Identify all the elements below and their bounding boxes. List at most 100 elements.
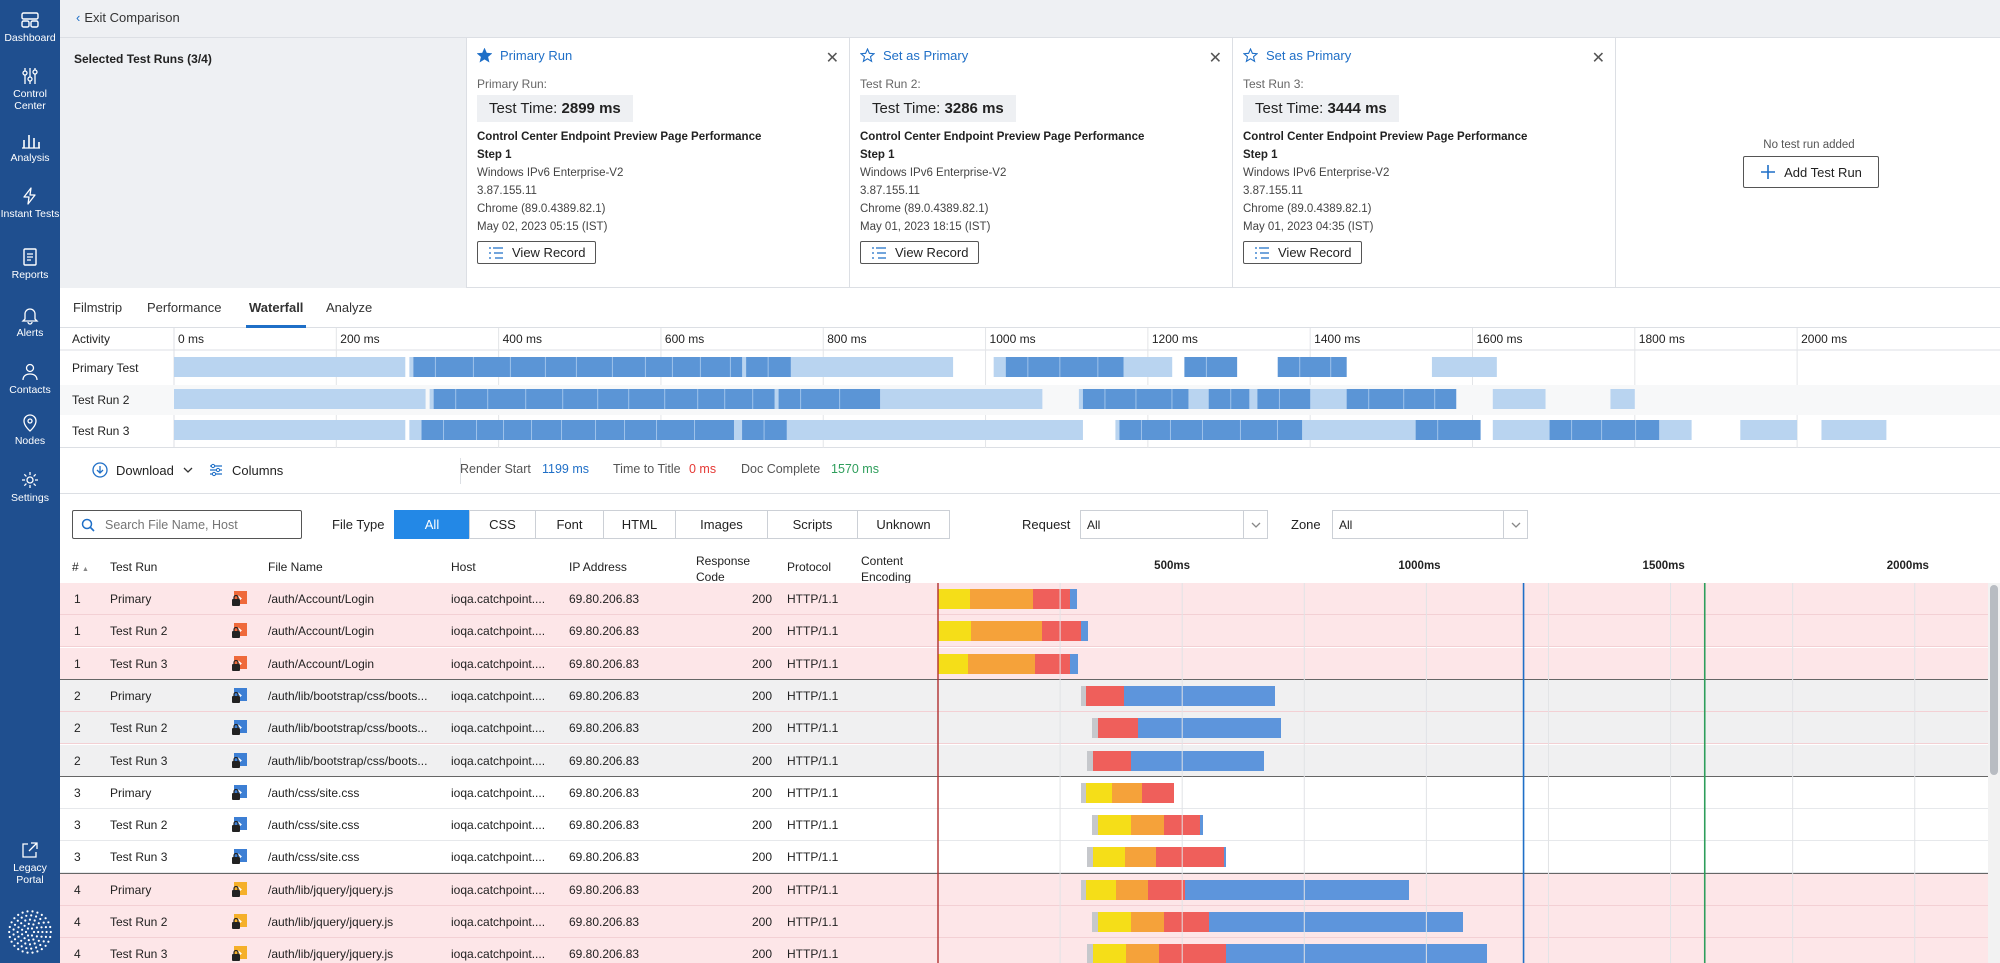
cell-file-name[interactable]: /auth/Account/Login — [268, 592, 375, 606]
card-node: Windows IPv6 Enterprise-V2 — [860, 167, 1007, 179]
tab-filmstrip[interactable]: Filmstrip — [73, 300, 123, 315]
set-as-primary-button[interactable]: Set as Primary — [1243, 48, 1605, 63]
file-type-all[interactable]: All — [394, 510, 470, 539]
table-row[interactable]: 3 Test Run 2/auth/css/site.css ioqa.catchp… — [60, 809, 1990, 842]
tab-waterfall[interactable]: Waterfall — [246, 288, 307, 328]
close-icon[interactable]: ✕ — [1591, 50, 1605, 67]
cell-file-name[interactable]: /auth/lib/jquery/jquery.js — [268, 947, 394, 962]
file-type-unknown[interactable]: Unknown — [857, 510, 950, 539]
cell-file-name[interactable]: /auth/lib/bootstrap/css/boots... — [268, 721, 428, 736]
timeline-tick-label: 1500ms — [1642, 560, 1685, 572]
nav-reports[interactable]: Reports — [0, 247, 60, 281]
cell-file-name[interactable]: /auth/css/site.css — [268, 818, 360, 833]
nav-control-center[interactable]: Control Center — [0, 66, 60, 112]
activity-segment-light — [1610, 389, 1635, 409]
nav-label: Alerts — [16, 327, 44, 339]
waterfall-bar-segment — [1085, 879, 1117, 900]
request-select[interactable]: All — [1080, 510, 1268, 539]
columns-button[interactable]: Columns — [208, 462, 283, 478]
col-header-content-encoding[interactable]: Content Encoding — [861, 554, 912, 584]
file-type-html[interactable]: HTML — [603, 510, 676, 539]
cell-protocol: HTTP/1.1 — [787, 721, 839, 736]
cell-file-name[interactable]: /auth/Account/Login — [268, 624, 375, 639]
table-row[interactable]: 1 Test Run 2/auth/Account/Login ioqa.catch… — [60, 615, 1990, 648]
exit-comparison-link[interactable]: ‹ Exit Comparison — [76, 10, 180, 25]
card-step: Step 1 — [1243, 149, 1278, 161]
columns-label: Columns — [232, 462, 284, 478]
nav-nodes[interactable]: Nodes — [0, 413, 60, 447]
table-row[interactable]: 1 Test Run 3/auth/Account/Login ioqa.catch… — [60, 647, 1990, 680]
cell-protocol: HTTP/1.1 — [787, 947, 839, 962]
tab-analyze[interactable]: Analyze — [326, 300, 373, 315]
zone-label: Zone — [1291, 517, 1321, 532]
cell-number: 1 — [74, 624, 81, 639]
waterfall-bar-segment — [1085, 782, 1113, 803]
nav-legacy-portal[interactable]: Legacy Portal — [0, 840, 60, 886]
view-record-button[interactable]: View Record — [860, 241, 980, 264]
waterfall-bar-segment — [1123, 685, 1275, 706]
file-type-css[interactable]: CSS — [469, 510, 536, 539]
close-icon[interactable]: ✕ — [1208, 50, 1222, 67]
nav-dashboard[interactable]: Dashboard — [0, 10, 60, 44]
view-record-button[interactable]: View Record — [1243, 241, 1363, 264]
table-row[interactable]: 3 Primary/auth/css/site.css ioqa.catchpoin… — [60, 776, 1990, 809]
search-input[interactable] — [105, 517, 285, 532]
set-as-primary-button[interactable]: Set as Primary — [860, 48, 1222, 63]
file-type-scripts[interactable]: Scripts — [767, 510, 858, 539]
scrollbar-track[interactable] — [1988, 583, 2000, 963]
table-row[interactable]: 2 Test Run 2/auth/lib/bootstrap/css/boots… — [60, 712, 1990, 745]
close-icon[interactable]: ✕ — [825, 50, 839, 67]
top-bar: ‹ Exit Comparison — [60, 0, 2000, 38]
cell-file-name[interactable]: /auth/css/site.css — [268, 850, 360, 865]
col-header-protocol[interactable]: Protocol — [787, 560, 832, 574]
nav-settings[interactable]: Settings — [0, 470, 60, 504]
primary-run-indicator[interactable]: Primary Run — [477, 48, 839, 63]
cell-host: ioqa.catchpoint.... — [451, 688, 546, 703]
waterfall-bar-segment — [1184, 879, 1410, 900]
scrollbar-thumb[interactable] — [1990, 585, 1998, 775]
cell-file-name[interactable]: /auth/css/site.css — [268, 785, 360, 800]
view-tabs: Filmstrip Performance Waterfall Analyze — [60, 288, 2000, 328]
tab-performance[interactable]: Performance — [147, 300, 222, 315]
nav-analysis[interactable]: Analysis — [0, 130, 60, 164]
add-test-run-button[interactable]: Add Test Run — [1743, 156, 1879, 188]
table-row[interactable]: 2 Test Run 3/auth/lib/bootstrap/css/boots… — [60, 744, 1990, 777]
file-type-font[interactable]: Font — [535, 510, 604, 539]
cell-number: 4 — [74, 882, 81, 897]
cell-file-name[interactable]: /auth/lib/bootstrap/css/boots... — [268, 688, 428, 703]
cell-file-name[interactable]: /auth/lib/jquery/jquery.js — [268, 915, 394, 929]
gear-icon — [22, 472, 38, 488]
view-record-button[interactable]: View Record — [477, 241, 597, 264]
cell-file-name[interactable]: /auth/Account/Login — [268, 656, 375, 671]
cell-test-run: Test Run 3 — [110, 753, 168, 768]
col-header-test-run[interactable]: Test Run — [110, 560, 158, 574]
waterfall-bar-segment — [1126, 944, 1159, 963]
cell-file-name[interactable]: /auth/lib/bootstrap/css/boots... — [268, 753, 428, 768]
cell-file-name[interactable]: /auth/lib/jquery/jquery.js — [268, 882, 394, 897]
table-row[interactable]: 4 Test Run 2/auth/lib/jquery/jquery.js ioq… — [60, 906, 1990, 938]
table-row[interactable]: 2 Primary/auth/lib/bootstrap/css/boots...… — [60, 679, 1990, 712]
card-browser: Chrome (89.0.4389.82.1) — [860, 203, 989, 215]
activity-segment-dark — [1119, 420, 1303, 440]
download-button[interactable]: Download — [92, 462, 194, 478]
table-row[interactable]: 4 Test Run 3/auth/lib/jquery/jquery.js ioq… — [60, 938, 1990, 963]
doc-complete-value: 1570 ms — [831, 462, 879, 476]
js-lock-icon — [232, 946, 248, 962]
file-type-images[interactable]: Images — [675, 510, 768, 539]
col-header-host[interactable]: Host — [451, 560, 476, 574]
table-row[interactable]: 3 Test Run 3/auth/css/site.css ioqa.catchp… — [60, 841, 1990, 874]
plus-icon — [1761, 165, 1776, 179]
col-header-file-name[interactable]: File Name — [268, 560, 323, 574]
nav-alerts[interactable]: Alerts — [0, 305, 60, 339]
table-row[interactable]: 4 Primary/auth/lib/jquery/jquery.js ioqa.c… — [60, 873, 1990, 906]
col-header-number[interactable]: # ▲ — [72, 560, 89, 574]
chevron-down-icon — [183, 467, 193, 473]
card-run-label: Test Run 3: — [1243, 77, 1304, 91]
col-header-ip-address[interactable]: IP Address — [569, 560, 627, 574]
waterfall-bar-segment — [938, 589, 970, 609]
table-row[interactable]: 1 Primary/auth/Account/Login ioqa.catchpoi… — [60, 583, 1990, 615]
zone-select[interactable]: All — [1332, 510, 1528, 539]
nav-instant-tests[interactable]: Instant Tests — [0, 186, 60, 220]
col-header-response-code[interactable]: Response Code — [696, 554, 751, 584]
nav-contacts[interactable]: Contacts — [0, 362, 60, 396]
